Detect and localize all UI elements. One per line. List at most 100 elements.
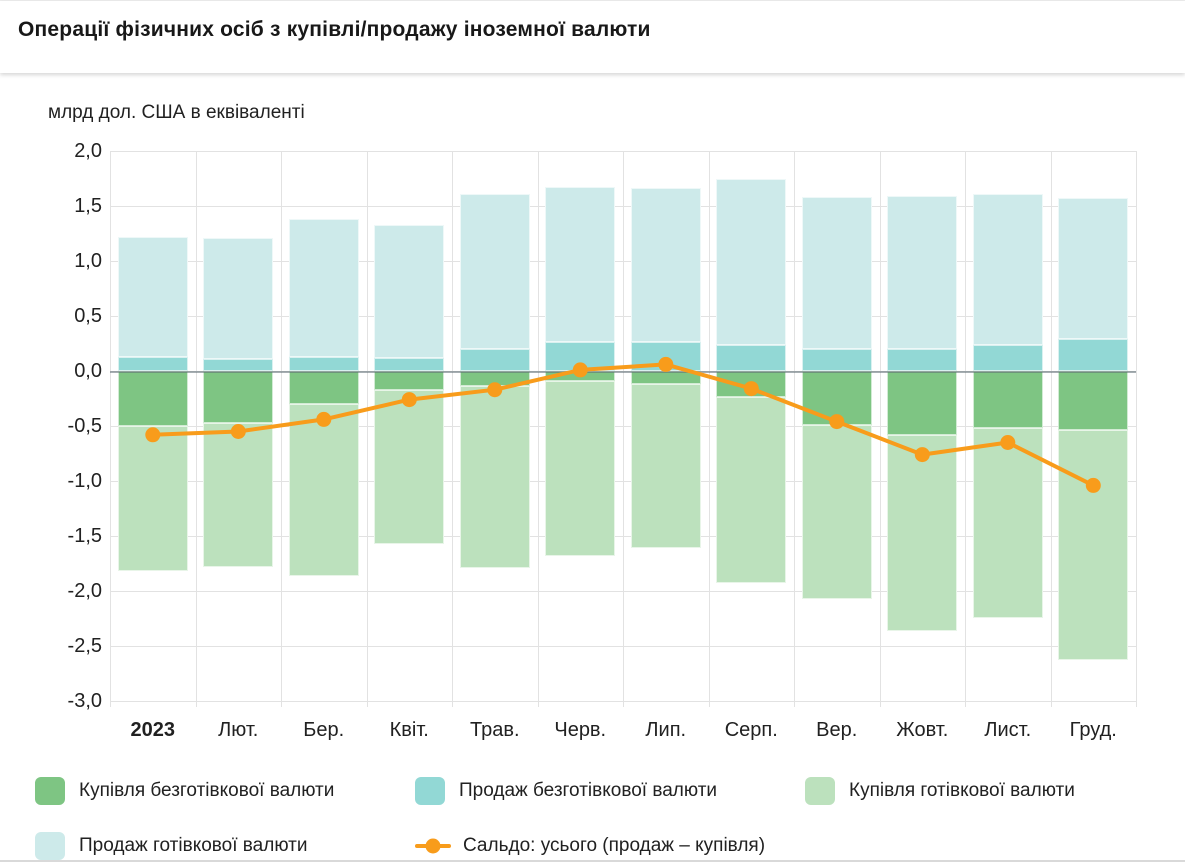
bar-segment[interactable] xyxy=(630,188,701,343)
bar-segment[interactable] xyxy=(1058,198,1129,340)
bar-segment[interactable] xyxy=(1058,371,1129,431)
x-axis: 2023 Лют. Бер. Квіт. Трав. Черв. Лип. Серп. Вер.… xyxy=(110,715,1136,745)
bar-segment[interactable] xyxy=(288,404,359,576)
chart-header: Операції фізичних осіб з купівлі/продажу… xyxy=(0,1,1185,73)
bar-segment[interactable] xyxy=(887,371,958,435)
y-axis-label: 0,5 xyxy=(74,305,102,327)
bar-segment[interactable] xyxy=(801,424,872,599)
x-axis-label: Квіт. xyxy=(389,719,429,741)
y-axis-label: -2,0 xyxy=(67,580,102,602)
x-axis-label: Трав. xyxy=(469,719,520,741)
bar-segment[interactable] xyxy=(117,236,188,357)
bar-segment[interactable] xyxy=(630,384,701,549)
bar-segment[interactable] xyxy=(801,349,872,371)
bar-segment[interactable] xyxy=(716,178,787,345)
y-axis-label: -3,0 xyxy=(67,690,102,712)
saldo-point[interactable]: Сальдо: усього (продаж – купівля) (Серп.… xyxy=(743,381,759,397)
x-axis-label: Лют. xyxy=(218,719,259,741)
y-axis-label: 2,0 xyxy=(74,140,102,162)
bar-segment[interactable] xyxy=(374,357,445,371)
saldo-point[interactable]: Сальдо: усього (продаж – купівля) (Лип.)… xyxy=(658,356,674,372)
saldo-point[interactable]: Сальдо: усього (продаж – купівля) (Бер.)… xyxy=(316,411,332,427)
saldo-point[interactable]: Сальдо: усього (продаж – купівля) (Лист.… xyxy=(1000,435,1016,450)
bar-segment[interactable] xyxy=(887,434,958,631)
x-gridline xyxy=(367,151,368,707)
x-gridline xyxy=(538,151,539,707)
bar-segment[interactable] xyxy=(1058,430,1129,661)
x-gridline xyxy=(965,151,966,707)
bar-segment[interactable] xyxy=(716,397,787,584)
x-gridline xyxy=(623,151,624,707)
saldo-point[interactable]: Сальдо: усього (продаж – купівля) (Лют.)… xyxy=(230,424,246,439)
y-axis-label: -2,5 xyxy=(67,635,102,657)
legend-label: Продаж готівкової валюти xyxy=(79,835,308,856)
x-gridline xyxy=(1051,151,1052,707)
bar-segment[interactable] xyxy=(459,349,530,371)
y-axis-label: 0,0 xyxy=(74,360,102,382)
bar-segment[interactable] xyxy=(887,196,958,349)
bar-segment[interactable] xyxy=(288,371,359,404)
bar-segment[interactable] xyxy=(203,371,274,423)
x-gridline xyxy=(794,151,795,707)
bar-segment[interactable] xyxy=(887,349,958,371)
x-axis-label: Черв. xyxy=(554,719,607,741)
bar-segment[interactable] xyxy=(716,344,787,371)
legend-label: Сальдо: усього (продаж – купівля) xyxy=(463,835,766,856)
x-axis-label: Лип. xyxy=(645,719,687,741)
x-axis-label: Лист. xyxy=(984,719,1032,741)
legend-label: Купівля готівкової валюти xyxy=(849,780,1075,801)
legend-swatch xyxy=(35,777,65,805)
y-axis: 2,0 1,5 1,0 0,5 0,0 -0,5 -1,0 -1,5 -2,0 -2,5 -3,0 xyxy=(0,140,102,712)
saldo-point[interactable]: Сальдо: усього (продаж – купівля) (Черв.… xyxy=(572,362,588,378)
saldo-point[interactable]: Сальдо: усього (продаж – купівля) (Жовт.… xyxy=(914,447,930,463)
legend-item[interactable]: Сальдо: усього (продаж – купівля) xyxy=(415,830,765,862)
bar-segment[interactable] xyxy=(374,224,445,358)
bar-segment[interactable] xyxy=(1058,339,1129,371)
legend-label: Купівля безготівкової валюти xyxy=(79,780,335,801)
saldo-legend-dot-icon xyxy=(425,838,441,854)
bar-segment[interactable] xyxy=(203,358,274,371)
saldo-line xyxy=(152,362,1095,488)
legend-item[interactable]: Продаж безготівкової валюти xyxy=(415,775,717,807)
saldo-point[interactable]: Сальдо: усього (продаж – купівля) (Груд.… xyxy=(1085,477,1101,493)
y-axis-label: -1,5 xyxy=(67,525,102,547)
saldo-line-svg: Сальдо: усього (продаж – купівля) (2023)… xyxy=(145,356,1101,493)
x-gridline xyxy=(110,151,111,707)
bar-segment[interactable] xyxy=(203,237,274,359)
saldo-point[interactable]: Сальдо: усього (продаж – купівля) (Вер.)… xyxy=(829,414,845,430)
plot-area: Сальдо: усього (продаж – купівля) (2023)… xyxy=(110,151,1137,707)
bar-segment[interactable] xyxy=(459,193,530,349)
chart-title: Операції фізичних осіб з купівлі/продажу… xyxy=(18,18,651,41)
bar-segment[interactable] xyxy=(288,219,359,357)
saldo-point[interactable]: Сальдо: усього (продаж – купівля) (Трав.… xyxy=(487,382,503,398)
saldo-point[interactable]: Сальдо: усього (продаж – купівля) (2023)… xyxy=(145,427,161,443)
legend-item[interactable]: Продаж готівкової валюти xyxy=(35,830,307,862)
bar-segment[interactable] xyxy=(972,344,1043,371)
saldo-point[interactable]: Сальдо: усього (продаж – купівля) (Квіт.… xyxy=(401,392,417,408)
legend-swatch xyxy=(35,832,65,860)
bar-segment[interactable] xyxy=(972,428,1043,619)
bar-segment[interactable] xyxy=(117,371,188,426)
bar-segment[interactable] xyxy=(374,389,445,544)
x-gridline xyxy=(452,151,453,707)
zero-axis-line xyxy=(110,371,1136,373)
legend-item[interactable]: Купівля готівкової валюти xyxy=(805,775,1075,807)
bar-segment[interactable] xyxy=(545,380,616,556)
bar-segment[interactable] xyxy=(972,371,1043,429)
x-gridline xyxy=(709,151,710,707)
bottom-divider xyxy=(0,860,1185,862)
x-axis-label: Груд. xyxy=(1069,719,1117,741)
bar-segment[interactable] xyxy=(459,386,530,568)
bar-segment[interactable] xyxy=(801,197,872,349)
x-gridline xyxy=(1136,151,1137,707)
bar-segment[interactable] xyxy=(972,193,1043,345)
bar-segment[interactable] xyxy=(117,356,188,371)
y-axis-label: -1,0 xyxy=(67,470,102,492)
bar-segment[interactable] xyxy=(203,422,274,567)
legend-item[interactable]: Купівля безготівкової валюти xyxy=(35,775,334,807)
x-axis-label: Бер. xyxy=(303,719,345,741)
bar-segment[interactable] xyxy=(288,356,359,371)
y-axis-label: 1,0 xyxy=(74,250,102,272)
bar-segment[interactable] xyxy=(117,426,188,572)
bar-segment[interactable] xyxy=(545,187,616,343)
